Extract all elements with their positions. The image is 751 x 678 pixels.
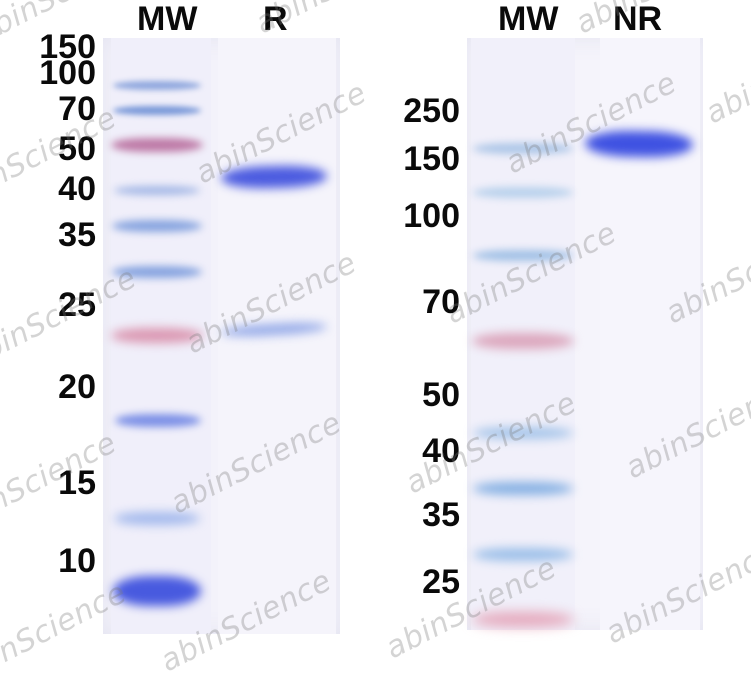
ladder-band-25kda bbox=[472, 612, 574, 627]
lane-header-r: R bbox=[263, 0, 288, 38]
sample-lane-R bbox=[218, 38, 336, 634]
ladder-band-10kda bbox=[113, 576, 201, 606]
mw-label-150kda: 150 bbox=[39, 28, 96, 66]
mw-label-100kda: 100 bbox=[39, 54, 96, 92]
mw-label-150kda: 150 bbox=[403, 140, 460, 178]
mw-label-70kda: 70 bbox=[422, 283, 460, 321]
ladder-band-50kda bbox=[114, 186, 200, 195]
ladder-band-100kda bbox=[473, 250, 573, 261]
ladder-band-25kda bbox=[111, 328, 203, 343]
mw-label-40kda: 40 bbox=[58, 170, 96, 208]
ladder-band-20kda bbox=[115, 414, 201, 427]
ladder-band-35kda bbox=[112, 266, 202, 278]
ladder-band-70kda bbox=[111, 138, 203, 152]
reduced-gel-panel bbox=[103, 38, 340, 634]
mw-label-50kda: 50 bbox=[422, 376, 460, 414]
mw-label-35kda: 35 bbox=[58, 216, 96, 254]
mw-label-50kda: 50 bbox=[58, 130, 96, 168]
ladder-band-50kda bbox=[473, 427, 573, 439]
watermark-text: abinScience bbox=[700, 15, 751, 132]
mw-label-35kda: 35 bbox=[422, 496, 460, 534]
ladder-band-150kda bbox=[473, 187, 573, 198]
ladder-band-40kda bbox=[473, 482, 573, 495]
ladder-band-150kda bbox=[113, 81, 201, 90]
mw-label-25kda: 25 bbox=[422, 563, 460, 601]
ladder-band-250kda bbox=[473, 143, 573, 154]
ladder-band-70kda bbox=[472, 333, 574, 349]
lane-header-nr: NR bbox=[613, 0, 663, 38]
sample-lane-NR bbox=[600, 38, 700, 630]
mw-label-25kda: 25 bbox=[58, 286, 96, 324]
ladder-band-40kda bbox=[112, 220, 202, 232]
mw-label-20kda: 20 bbox=[58, 368, 96, 406]
mw-label-10kda: 10 bbox=[58, 542, 96, 580]
ladder-band-100kda bbox=[113, 106, 201, 115]
lane-header-mw: MW bbox=[498, 0, 559, 38]
mw-label-40kda: 40 bbox=[422, 432, 460, 470]
ladder-band-35kda bbox=[473, 548, 573, 561]
main-band-250kDa bbox=[584, 130, 694, 158]
mw-label-100kda: 100 bbox=[403, 197, 460, 235]
lane-header-mw: MW bbox=[137, 0, 198, 38]
ladder-band-15kda bbox=[114, 512, 200, 525]
mw-label-70kda: 70 bbox=[58, 90, 96, 128]
non-reduced-gel-panel bbox=[467, 38, 703, 630]
mw-label-250kda: 250 bbox=[403, 92, 460, 130]
mw-label-15kda: 15 bbox=[58, 464, 96, 502]
